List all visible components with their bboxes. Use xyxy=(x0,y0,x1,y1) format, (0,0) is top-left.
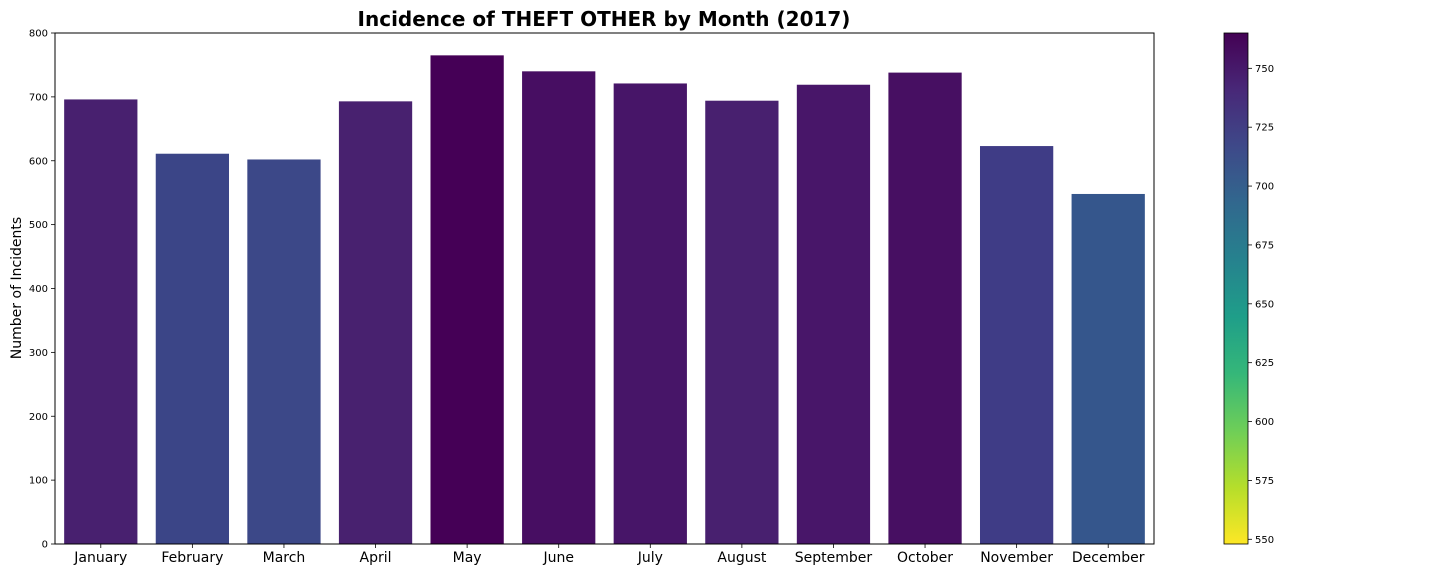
y-tick-label: 0 xyxy=(42,540,48,551)
x-tick-label: July xyxy=(637,550,663,566)
y-tick-label: 300 xyxy=(29,348,48,359)
plot-frame xyxy=(54,32,1155,545)
bar-december xyxy=(1071,193,1145,544)
bar-march xyxy=(247,159,321,544)
colorbar-tick-label: 600 xyxy=(1255,417,1274,428)
x-axis: January February March April May June July Augu… xyxy=(73,544,1145,566)
x-tick-label: January xyxy=(73,550,127,566)
bar-january xyxy=(64,99,138,545)
bar-may xyxy=(430,55,504,544)
y-tick-label: 400 xyxy=(29,284,48,295)
y-tick-label: 500 xyxy=(29,220,48,231)
x-tick-label: September xyxy=(795,550,873,566)
y-axis-label: Number of Incidents xyxy=(9,217,25,359)
x-tick-label: November xyxy=(980,550,1053,566)
colorbar-tick-label: 650 xyxy=(1255,299,1274,310)
y-axis: 0 100 200 300 400 500 600 700 800 xyxy=(29,29,55,551)
bar-february xyxy=(155,153,230,544)
x-tick-label: December xyxy=(1072,550,1145,566)
colorbar: 550 575 600 625 650 675 700 725 750 xyxy=(1223,32,1274,546)
y-tick-label: 600 xyxy=(29,156,48,167)
y-tick-label: 800 xyxy=(29,29,48,40)
x-tick-label: October xyxy=(897,550,953,566)
colorbar-tick-label: 550 xyxy=(1255,535,1274,546)
colorbar-tick-label: 725 xyxy=(1255,123,1274,134)
bar-april xyxy=(338,101,413,544)
colorbar-tick-label: 675 xyxy=(1255,240,1274,251)
x-tick-label: June xyxy=(542,550,574,566)
colorbar-gradient xyxy=(1223,32,1249,545)
bar-november xyxy=(979,146,1054,544)
x-tick-label: August xyxy=(717,550,767,566)
colorbar-tick-label: 750 xyxy=(1255,64,1274,75)
colorbar-tick-label: 575 xyxy=(1255,476,1274,487)
bar-june xyxy=(522,71,596,544)
bar-august xyxy=(705,100,779,545)
x-tick-label: April xyxy=(360,550,392,566)
x-tick-label: March xyxy=(263,550,306,566)
y-tick-label: 100 xyxy=(29,476,48,487)
bar-october xyxy=(888,72,962,544)
x-tick-label: May xyxy=(453,550,482,566)
x-tick-label: February xyxy=(161,550,223,566)
bars-group xyxy=(64,55,1145,545)
colorbar-tick-label: 625 xyxy=(1255,358,1274,369)
bar-july xyxy=(613,83,687,545)
chart-title: Incidence of THEFT OTHER by Month (2017) xyxy=(358,7,851,31)
y-tick-label: 700 xyxy=(29,92,48,103)
colorbar-tick-label: 700 xyxy=(1255,182,1274,193)
bar-september xyxy=(796,84,871,545)
y-tick-label: 200 xyxy=(29,412,48,423)
